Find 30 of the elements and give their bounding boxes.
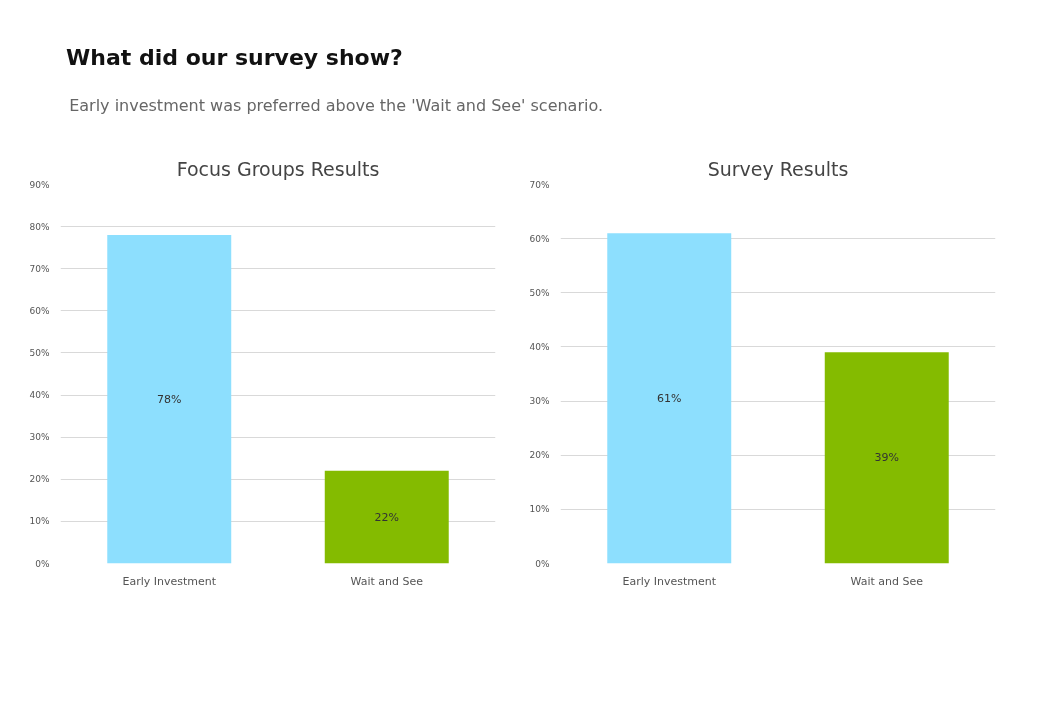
y-tick-label: 20% <box>529 450 550 461</box>
y-tick-label: 90% <box>29 179 50 190</box>
chart-title: Focus Groups Results <box>176 157 380 180</box>
y-tick-label: 30% <box>29 432 50 443</box>
y-tick-label: 0% <box>35 558 50 569</box>
data-label: 61% <box>657 391 682 405</box>
y-tick-label: 60% <box>29 305 50 316</box>
data-label: 22% <box>374 510 399 524</box>
x-tick-label: Wait and See <box>350 574 424 588</box>
data-label: 39% <box>874 451 899 465</box>
chart-title: Survey Results <box>707 157 849 180</box>
y-tick-label: 10% <box>529 504 550 515</box>
y-tick-label: 60% <box>529 233 550 244</box>
y-tick-label: 40% <box>29 390 50 401</box>
y-tick-label: 20% <box>29 474 50 485</box>
y-tick-label: 80% <box>29 221 50 232</box>
y-tick-label: 30% <box>529 396 550 407</box>
text: What did our survey show? <box>66 45 403 70</box>
data-label: 78% <box>157 392 182 406</box>
y-tick-label: 0% <box>535 558 550 569</box>
y-tick-label: 70% <box>29 263 50 274</box>
y-tick-label: 50% <box>29 347 50 358</box>
y-tick-label: 70% <box>529 179 550 190</box>
y-tick-label: 10% <box>29 516 50 527</box>
x-tick-label: Wait and See <box>850 574 924 588</box>
x-tick-label: Early Investment <box>622 574 717 588</box>
text: Early investment was preferred above the 'Wait and See' scenario. <box>69 96 604 115</box>
x-tick-label: Early Investment <box>122 574 217 588</box>
y-tick-label: 50% <box>529 287 550 298</box>
y-tick-label: 40% <box>529 341 550 352</box>
